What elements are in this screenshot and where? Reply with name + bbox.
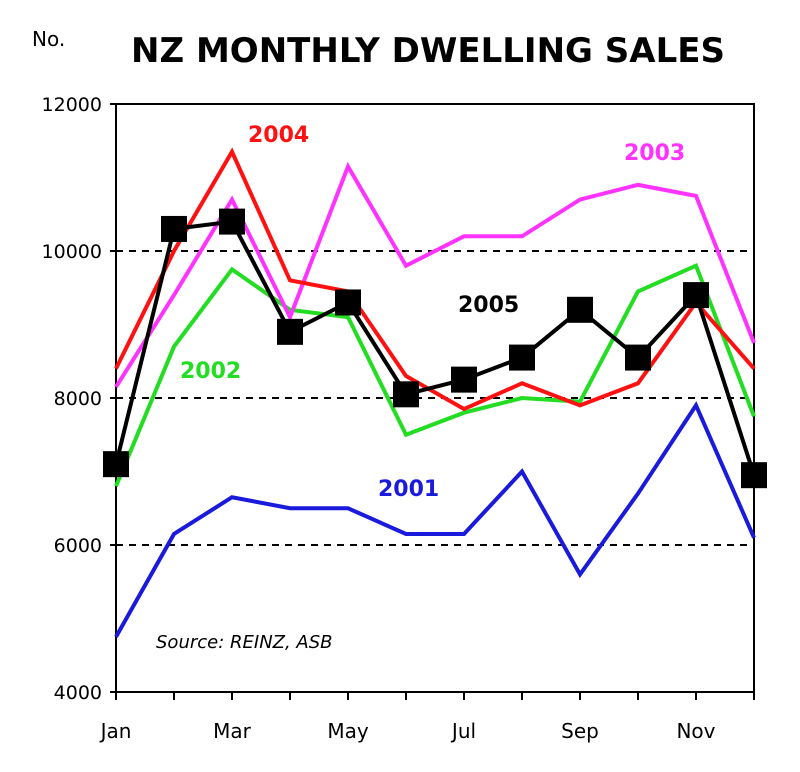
data-point-2005 [219, 208, 245, 235]
series-line-2001 [114, 401, 756, 638]
series-markers [103, 208, 767, 489]
y-axis-label: No. [32, 27, 65, 51]
x-tick-label: Jul [450, 719, 476, 743]
data-point-2005 [393, 381, 419, 408]
series-label-2005: 2005 [458, 293, 519, 318]
y-tick-label: 8000 [54, 388, 102, 410]
data-point-2005 [277, 318, 303, 345]
x-tick-label: Nov [676, 719, 715, 743]
x-tick-label: Mar [213, 719, 252, 743]
data-point-2005 [103, 451, 129, 478]
x-tick-label: Sep [561, 719, 599, 743]
data-point-2005 [161, 215, 187, 242]
x-axis-ticks: Jan Mar May Jul Sep Nov [99, 692, 755, 743]
data-point-2005 [509, 344, 535, 371]
data-point-2005 [335, 289, 361, 316]
y-axis-ticks: 4000 6000 8000 10000 12000 [42, 94, 116, 704]
series-label-2003: 2003 [624, 141, 685, 166]
series-line-2002 [114, 263, 756, 487]
data-point-2005 [451, 366, 477, 393]
chart-title: NZ MONTHLY DWELLING SALES [131, 31, 725, 71]
data-point-2005 [741, 462, 767, 489]
series-label-2001: 2001 [378, 477, 439, 502]
series-label-2002: 2002 [180, 359, 241, 384]
x-tick-label: Jan [99, 719, 132, 743]
source-note: Source: REINZ, ASB [156, 632, 333, 653]
y-tick-label: 10000 [42, 241, 102, 263]
y-tick-label: 4000 [54, 682, 102, 704]
data-point-2005 [683, 282, 709, 309]
data-point-2005 [625, 344, 651, 371]
y-tick-label: 12000 [42, 94, 102, 116]
data-point-2005 [567, 296, 593, 323]
x-tick-label: May [327, 719, 369, 743]
series-label-2004: 2004 [248, 123, 309, 148]
y-tick-label: 6000 [54, 535, 102, 557]
